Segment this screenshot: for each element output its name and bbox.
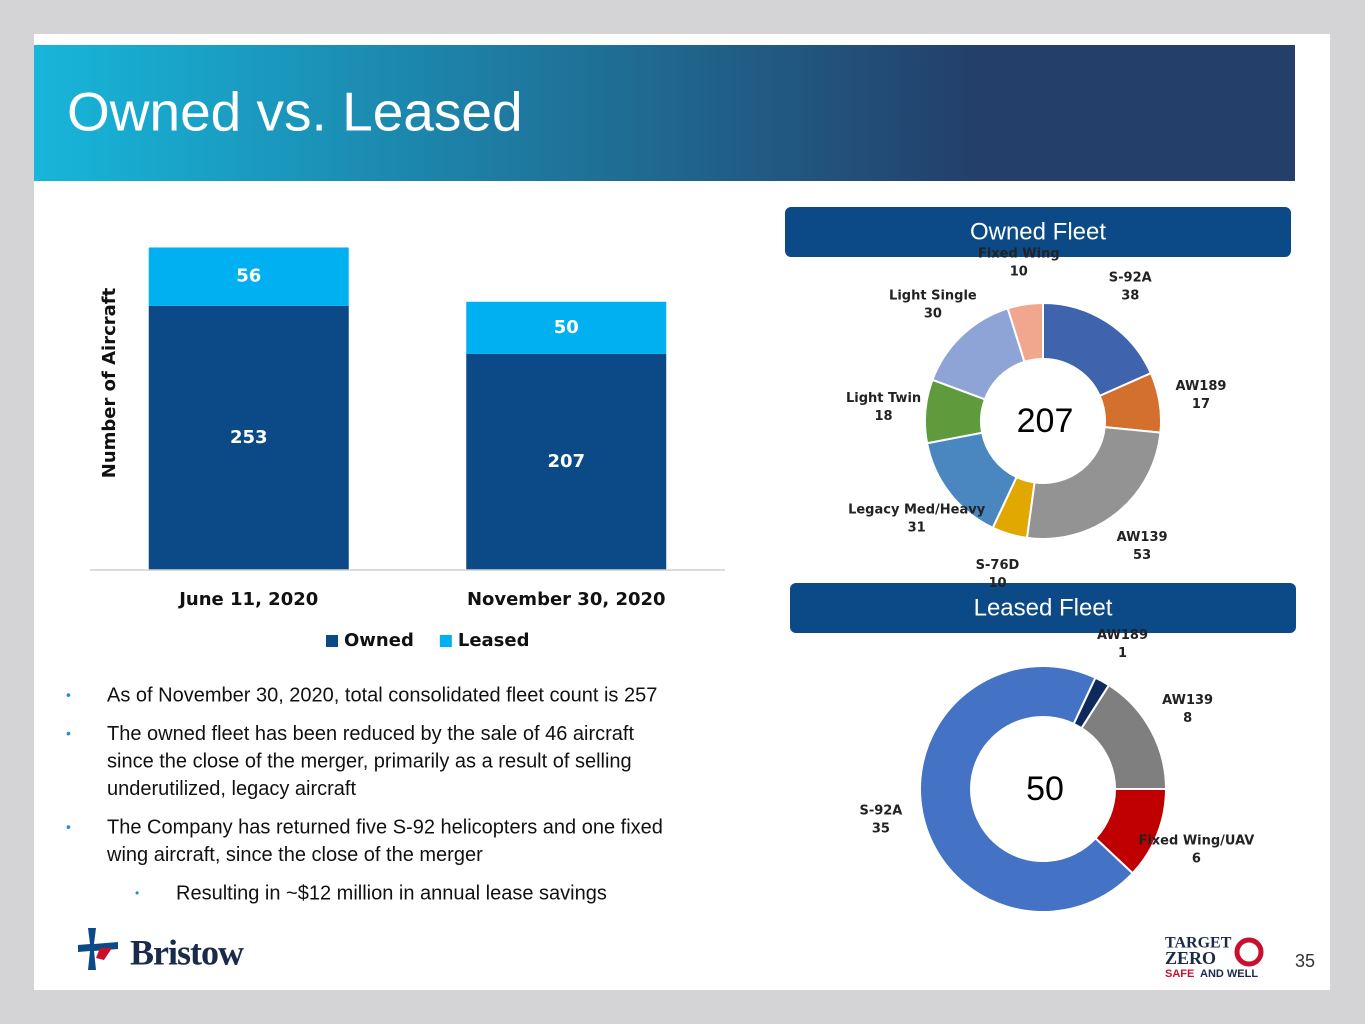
slice-label: Light Twin — [846, 391, 921, 406]
slice-value: 38 — [1121, 288, 1139, 303]
section-header — [790, 583, 1296, 633]
header-band — [34, 45, 1295, 181]
slice-label: S-92A — [859, 803, 902, 818]
data-label: 253 — [230, 427, 268, 448]
badge-target — [1234, 937, 1264, 967]
x-tick-label: November 30, 2020 — [467, 589, 666, 610]
bar — [466, 301, 667, 354]
slice-value: 30 — [924, 306, 942, 321]
slice — [919, 665, 1135, 913]
slice-value: 53 — [1133, 548, 1151, 563]
y-axis-label: Number of Aircraft — [99, 287, 120, 478]
slice — [1042, 301, 1153, 398]
legend-swatch — [326, 635, 338, 647]
slice-value: 6 — [1192, 851, 1201, 866]
bullet-text: underutilized, legacy aircraft — [107, 778, 356, 800]
data-label: 50 — [554, 317, 579, 338]
slice-label: AW139 — [1117, 530, 1168, 545]
bullet-dot: • — [66, 687, 71, 703]
page-number: 35 — [1295, 951, 1315, 971]
slice-value: 10 — [988, 576, 1006, 591]
logo-mark — [96, 948, 112, 960]
bar — [148, 305, 349, 570]
x-tick-label: June 11, 2020 — [177, 589, 318, 610]
bullet-dot: • — [66, 725, 71, 741]
slice-label: Light Single — [889, 288, 977, 303]
bullet-dot: • — [135, 886, 139, 900]
badge-text: ZERO — [1165, 948, 1216, 968]
slice-value: 10 — [1010, 264, 1028, 279]
section-header — [785, 207, 1291, 257]
slice-value: 31 — [908, 521, 926, 536]
badge-text: AND WELL — [1200, 968, 1258, 980]
logo: Bristow — [78, 928, 245, 972]
slice-label: Fixed Wing — [978, 246, 1060, 261]
slice-label: S-92A — [1109, 270, 1152, 285]
slice-label: Fixed Wing/UAV — [1138, 833, 1254, 848]
slice-label: AW139 — [1162, 693, 1213, 708]
slide-title: Owned vs. Leased — [67, 81, 523, 143]
badge-text: SAFE — [1165, 968, 1194, 980]
slice-value: 18 — [875, 409, 893, 424]
bullet-text: As of November 30, 2020, total consolida… — [107, 684, 657, 706]
bullet-text: Resulting in ~$12 million in annual leas… — [176, 882, 607, 904]
bullet-text: wing aircraft, since the close of the me… — [106, 844, 483, 866]
bullet-text: since the close of the merger, primarily… — [107, 750, 632, 772]
section-title: Owned Fleet — [970, 218, 1106, 245]
badge-text: TARGET — [1165, 935, 1232, 952]
slice-value: 8 — [1183, 711, 1192, 726]
slice-label: AW189 — [1175, 379, 1226, 394]
legend-swatch — [439, 635, 452, 647]
donut-total: 50 — [1026, 770, 1064, 808]
section-title: Leased Fleet — [974, 594, 1113, 621]
badge: TARGET ZERO SAFE AND WELL — [1165, 935, 1264, 980]
donut-total: 207 — [1017, 402, 1074, 440]
logo-text: Bristow — [130, 932, 244, 972]
slice-label: Legacy Med/Heavy — [848, 503, 986, 518]
bar — [148, 247, 349, 306]
data-label: 207 — [547, 451, 585, 472]
slice — [1006, 301, 1044, 364]
slice-value: 1 — [1118, 646, 1127, 661]
bullet-text: The owned fleet has been reduced by the … — [107, 723, 634, 745]
data-label: 56 — [236, 266, 261, 287]
logo-mark — [78, 928, 118, 970]
slice-value: 35 — [872, 821, 890, 836]
slice — [1025, 426, 1162, 540]
bullet-dot: • — [66, 819, 71, 835]
bullet-text: The Company has returned five S-92 helic… — [107, 816, 663, 838]
legend-label: Owned — [344, 630, 414, 651]
slice-label: S-76D — [976, 558, 1020, 573]
bar — [466, 353, 667, 570]
slice-value: 17 — [1192, 397, 1210, 412]
legend-label: Leased — [458, 630, 530, 651]
slice-label: AW189 — [1097, 628, 1148, 643]
